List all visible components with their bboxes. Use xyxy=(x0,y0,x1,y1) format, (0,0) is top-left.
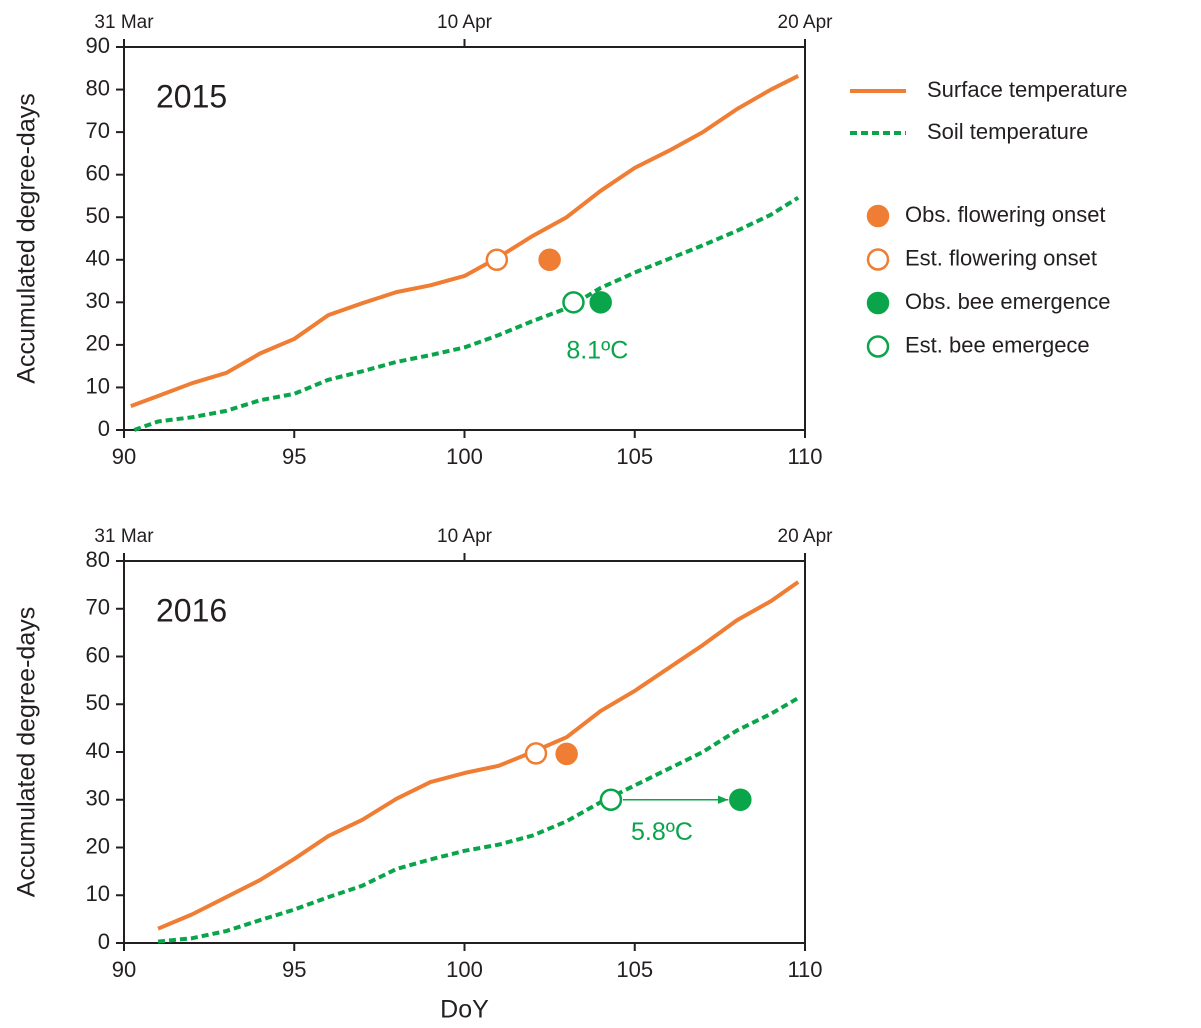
marker xyxy=(589,291,612,314)
x-tick-label: 100 xyxy=(446,444,483,469)
y-tick-label: 70 xyxy=(86,118,110,143)
y-tick-label: 30 xyxy=(86,288,110,313)
panel-label: 2016 xyxy=(156,592,227,628)
y-tick-label: 40 xyxy=(86,738,110,763)
y-tick-label: 0 xyxy=(98,416,110,441)
legend-label: Surface temperature xyxy=(927,77,1128,102)
x-tick-label: 90 xyxy=(112,444,136,469)
top-tick-label: 20 Apr xyxy=(778,526,834,547)
y-tick-label: 10 xyxy=(86,373,110,398)
marker xyxy=(555,742,578,766)
series-line xyxy=(157,696,800,944)
legend-label: Obs. bee emergence xyxy=(905,289,1110,314)
marker xyxy=(538,248,561,272)
y-tick-label: 0 xyxy=(98,929,110,954)
panel-label: 2015 xyxy=(156,78,227,114)
legend-label: Est. bee emergece xyxy=(905,332,1090,357)
series-line xyxy=(133,195,800,432)
top-tick-label: 20 Apr xyxy=(778,12,834,33)
legend-label: Soil temperature xyxy=(927,119,1088,144)
y-axis-label: Accumulated degree-days xyxy=(13,93,41,383)
x-tick-label: 110 xyxy=(787,444,822,469)
y-tick-label: 40 xyxy=(86,246,110,271)
y-tick-label: 50 xyxy=(86,690,110,715)
marker xyxy=(599,788,623,811)
y-tick-label: 80 xyxy=(86,75,110,100)
annotation: 8.1ºC xyxy=(566,337,628,365)
x-tick-label: 95 xyxy=(282,444,306,469)
legend-marker xyxy=(866,248,890,271)
marker xyxy=(524,742,548,765)
top-tick-label: 10 Apr xyxy=(437,526,493,547)
series-line xyxy=(157,580,800,931)
x-tick-label: 90 xyxy=(112,957,136,982)
y-tick-label: 20 xyxy=(86,833,110,858)
annotation: 5.8ºC xyxy=(631,818,693,846)
legend-marker xyxy=(866,335,890,358)
x-tick-label: 105 xyxy=(616,444,653,469)
legend-label: Obs. flowering onset xyxy=(905,202,1106,227)
y-axis-label: Accumulated degree-days xyxy=(13,607,41,897)
y-tick-label: 30 xyxy=(86,786,110,811)
y-tick-label: 50 xyxy=(86,203,110,228)
x-tick-label: 110 xyxy=(787,957,822,982)
top-tick-label: 10 Apr xyxy=(437,12,493,33)
top-tick-label: 31 Mar xyxy=(94,526,154,547)
marker xyxy=(729,788,752,811)
y-tick-label: 20 xyxy=(86,331,110,356)
x-tick-label: 105 xyxy=(616,957,653,982)
series-line xyxy=(130,74,800,409)
y-tick-label: 80 xyxy=(86,547,110,572)
legend-marker xyxy=(866,291,890,315)
legend-marker xyxy=(866,204,890,228)
x-tick-label: 100 xyxy=(446,957,483,982)
marker xyxy=(562,291,585,314)
y-tick-label: 60 xyxy=(86,642,110,667)
legend-label: Est. flowering onset xyxy=(905,245,1097,270)
y-tick-label: 60 xyxy=(86,160,110,185)
top-tick-label: 31 Mar xyxy=(94,12,154,33)
marker xyxy=(485,248,509,272)
y-tick-label: 10 xyxy=(86,881,110,906)
x-axis-label: DoY xyxy=(440,996,489,1024)
y-tick-label: 70 xyxy=(86,595,110,620)
x-tick-label: 95 xyxy=(282,957,306,982)
y-tick-label: 90 xyxy=(86,33,110,58)
